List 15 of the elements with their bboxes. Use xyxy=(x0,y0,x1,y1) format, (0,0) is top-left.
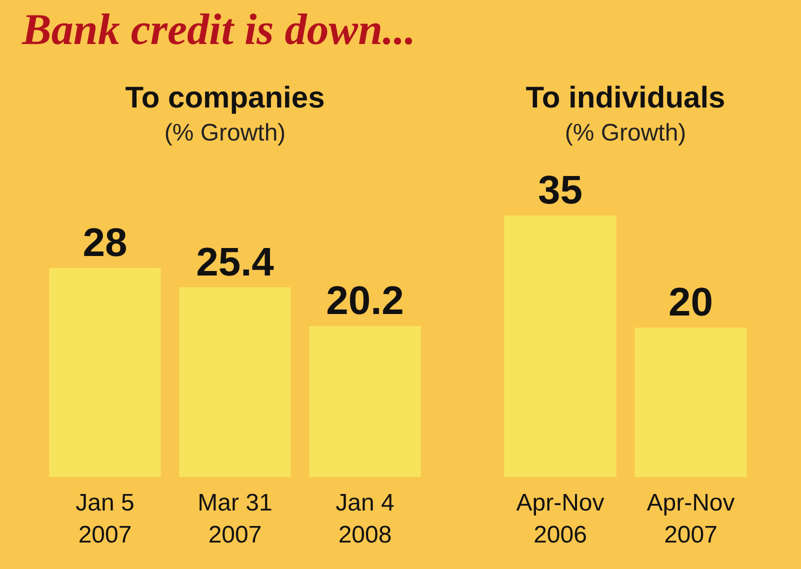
x-tick-label: Apr-Nov 2007 xyxy=(646,490,735,548)
chart-subtitle: (% Growth) xyxy=(164,120,286,146)
data-label: 28 xyxy=(82,220,128,265)
data-label: 35 xyxy=(538,168,582,213)
text: Bank credit is down... xyxy=(22,4,416,55)
x-tick-label: Jan 4 2008 xyxy=(336,490,394,548)
x-tick-label: Apr-Nov 2006 xyxy=(516,490,604,548)
x-tick-label: Mar 31 2007 xyxy=(198,490,272,548)
chart-title: To companies xyxy=(125,82,325,114)
data-label: 25.4 xyxy=(196,240,275,284)
chart-title: To individuals xyxy=(526,82,726,114)
data-label: 20 xyxy=(668,280,713,325)
x-tick-label: Jan 5 2007 xyxy=(76,490,134,548)
data-label: 20.2 xyxy=(326,279,404,324)
chart-subtitle: (% Growth) xyxy=(564,120,686,146)
